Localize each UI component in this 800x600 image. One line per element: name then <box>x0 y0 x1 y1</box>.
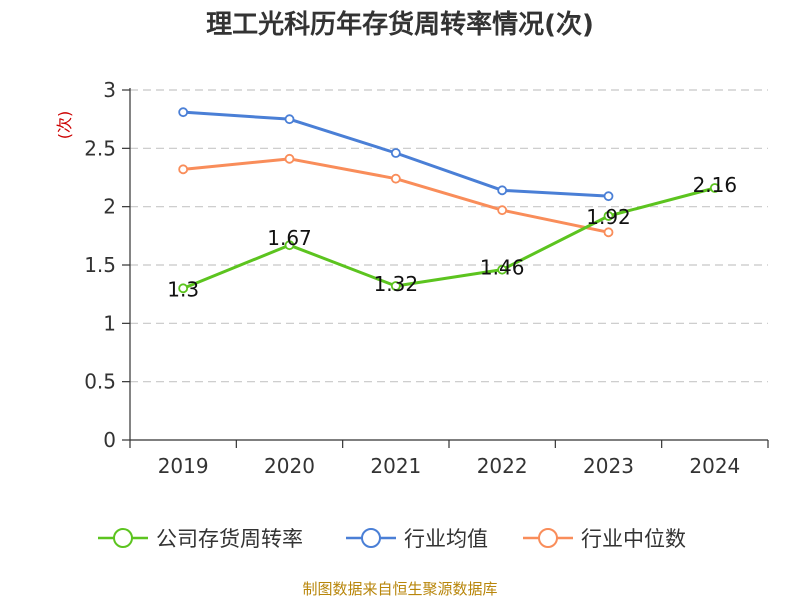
data-point[interactable] <box>497 185 508 196</box>
legend-label: 行业中位数 <box>581 527 686 551</box>
legend-label: 行业均值 <box>404 527 488 551</box>
data-point[interactable] <box>284 240 295 251</box>
data-point[interactable] <box>603 211 614 221</box>
y-tick-label: 0.5 <box>84 370 116 394</box>
legend[interactable]: 公司存货周转率 行业均值 行业中位数 <box>98 527 686 551</box>
x-tick-label: 2022 <box>477 454 528 478</box>
gridlines <box>130 89 768 383</box>
data-point[interactable] <box>603 227 614 238</box>
data-point[interactable] <box>178 107 189 118</box>
data-point[interactable] <box>284 114 295 125</box>
data-point[interactable] <box>178 164 189 175</box>
data-point[interactable] <box>497 264 508 275</box>
series-line-2 <box>183 157 609 234</box>
data-label: 1.67 <box>267 226 312 250</box>
series-lines <box>178 107 720 294</box>
y-axis-label: (次) <box>55 111 74 140</box>
data-point[interactable] <box>390 173 401 184</box>
legend-label: 公司存货周转率 <box>156 527 303 551</box>
data-point[interactable] <box>497 205 508 216</box>
data-point[interactable] <box>390 281 401 291</box>
x-tick-label: 2023 <box>583 454 634 478</box>
x-tick-label: 2021 <box>370 454 421 478</box>
legend-marker <box>538 528 558 548</box>
y-tick-label: 1.5 <box>84 253 116 277</box>
chart-title: 理工光科历年存货周转率情况(次) <box>206 9 594 40</box>
data-label: 1.32 <box>374 272 419 296</box>
x-tick-label: 2024 <box>689 454 740 478</box>
legend-item-0[interactable]: 公司存货周转率 <box>98 527 303 551</box>
y-tick-label: 0 <box>103 428 116 452</box>
data-point[interactable] <box>709 183 720 193</box>
source-note: 制图数据来自恒生聚源数据库 <box>302 580 497 598</box>
x-tick-label: 2020 <box>264 454 315 478</box>
data-label: 2.16 <box>693 173 738 197</box>
series-line-0 <box>182 186 716 290</box>
data-point[interactable] <box>390 148 401 158</box>
legend-marker <box>113 528 133 548</box>
x-tick-label: 2019 <box>158 454 209 478</box>
legend-marker <box>361 528 381 548</box>
data-point[interactable] <box>178 283 189 294</box>
legend-item-2[interactable]: 行业中位数 <box>523 527 686 551</box>
data-point[interactable] <box>603 191 614 202</box>
data-label: 1.46 <box>480 256 525 280</box>
data-point[interactable] <box>284 153 295 164</box>
y-tick-label: 2 <box>103 195 116 219</box>
y-tick-label: 1 <box>103 311 116 335</box>
data-labels: 1.3 1.67 1.32 1.46 1.92 2.16 <box>167 173 737 301</box>
data-label: 1.92 <box>586 205 631 229</box>
legend-item-1[interactable]: 行业均值 <box>346 527 488 551</box>
data-label: 1.3 <box>167 277 199 301</box>
y-tick-label: 3 <box>103 78 116 102</box>
axes: 0 0.5 1 1.5 2 2.5 3 2019 2020 2021 2022 2023 2024 <box>84 78 769 478</box>
y-tick-label: 2.5 <box>84 136 116 160</box>
